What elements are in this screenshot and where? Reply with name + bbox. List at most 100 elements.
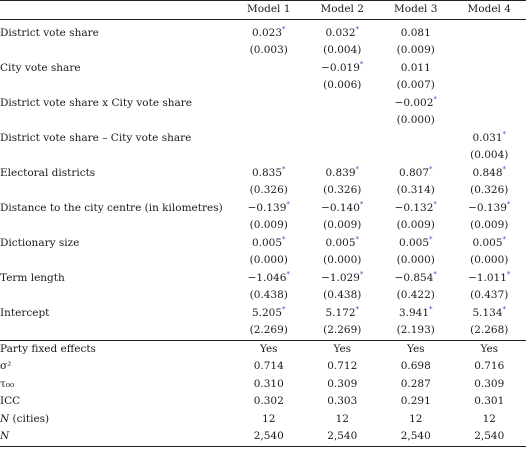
statistic-cell: 2,540 — [232, 428, 306, 447]
coefficient-row: Electoral districts 0.835* 0.839* 0.807* 0.8… — [0, 165, 526, 183]
coefficient-cell: −0.854* — [394, 270, 437, 284]
row-label: Distance to the city centre (in kilometr… — [0, 201, 223, 214]
std-error-cell — [306, 147, 380, 165]
std-error-cell: (0.437) — [470, 289, 509, 301]
statistic-cell: 12 — [409, 412, 423, 425]
std-error-cell: (2.269) — [323, 324, 362, 336]
std-error-cell — [232, 77, 306, 95]
statistic-cell: 0.716 — [474, 360, 505, 372]
coefficient-cell: 5.134* — [472, 305, 507, 319]
coefficient-cell — [232, 130, 306, 148]
std-error-cell: (0.004) — [323, 44, 362, 56]
std-error-cell — [453, 42, 527, 60]
statistic-cell: 2,540 — [305, 428, 379, 447]
std-error-row: (0.438) (0.438) (0.422) (0.437) — [0, 287, 526, 305]
statistic-cell: 2,540 — [452, 428, 526, 447]
std-error-row: (0.003) (0.004) (0.009) — [0, 42, 526, 60]
std-error-cell — [453, 112, 527, 130]
statistic-row: τ₀₀ 0.310 0.309 0.287 0.309 — [0, 376, 526, 394]
empty-label-cell — [0, 112, 232, 130]
header-row: Model 1 Model 2 Model 3 Model 4 — [0, 0, 526, 20]
coefficient-cell: 0.848* — [472, 165, 507, 179]
coefficient-row: Term length −1.046* −1.029* −0.854* −1.011* — [0, 270, 526, 288]
std-error-cell: (0.000) — [396, 254, 435, 266]
std-error-row: (0.009) (0.009) (0.009) (0.009) — [0, 217, 526, 235]
std-error-cell: (0.326) — [323, 184, 362, 196]
std-error-row: (0.006) (0.007) — [0, 77, 526, 95]
coefficient-cell: −1.011* — [468, 270, 511, 284]
statistic-label: Party fixed effects — [0, 339, 232, 358]
statistic-cell: 0.309 — [474, 377, 505, 390]
statistic-label: τ₀₀ — [0, 377, 15, 390]
std-error-cell: (0.326) — [470, 184, 509, 196]
std-error-cell: (0.006) — [323, 79, 362, 91]
statistic-label: N (cities) — [0, 412, 50, 425]
std-error-cell: (0.000) — [249, 254, 288, 266]
statistic-cell: Yes — [305, 339, 379, 358]
std-error-cell — [232, 147, 306, 165]
statistic-cell: 0.287 — [400, 377, 431, 390]
coefficient-row: Distance to the city centre (in kilometr… — [0, 200, 526, 218]
empty-label-cell — [0, 147, 232, 165]
coefficient-cell: 0.839* — [325, 165, 360, 179]
std-error-cell: (0.004) — [470, 149, 509, 161]
coefficient-cell: 0.032* — [325, 25, 360, 39]
coefficient-cell: −0.139* — [468, 200, 511, 214]
coefficient-row: District vote share x City vote share −0.… — [0, 95, 526, 113]
std-error-cell: (0.438) — [249, 289, 288, 301]
coefficient-cell — [232, 60, 306, 78]
statistic-cell: 0.302 — [253, 395, 284, 407]
coefficient-cell — [453, 25, 527, 43]
header-model-4: Model 4 — [452, 0, 526, 20]
coefficient-cell — [306, 95, 380, 113]
row-label: Intercept — [0, 306, 50, 319]
coefficient-cell: 0.023* — [251, 25, 286, 39]
coefficient-row: Intercept 5.205* 5.172* 3.941* 5.134* — [0, 305, 526, 323]
std-error-cell: (0.009) — [396, 44, 435, 56]
std-error-cell: (0.314) — [396, 184, 435, 196]
coefficient-cell — [453, 60, 527, 78]
std-error-cell: (2.269) — [249, 324, 288, 336]
std-error-row: (0.000) — [0, 112, 526, 130]
std-error-row: (2.269) (2.269) (2.193) (2.268) — [0, 322, 526, 340]
std-error-cell: (0.009) — [323, 219, 362, 231]
coefficient-cell: −0.019* — [321, 60, 364, 74]
statistic-label: σ² — [0, 360, 12, 372]
regression-table: Model 1 Model 2 Model 3 Model 4 District… — [0, 0, 526, 447]
std-error-cell: (0.009) — [396, 219, 435, 231]
coefficient-cell: 0.031* — [472, 130, 507, 144]
std-error-row: (0.000) (0.000) (0.000) (0.000) — [0, 252, 526, 270]
statistic-cell: 0.714 — [253, 360, 284, 372]
std-error-row: (0.004) — [0, 147, 526, 165]
coefficient-row: Dictionary size 0.005* 0.005* 0.005* 0.005* — [0, 235, 526, 253]
std-error-cell — [306, 112, 380, 130]
std-error-cell: (0.000) — [470, 254, 509, 266]
row-label: District vote share x City vote share — [0, 96, 193, 109]
coefficient-cell: 3.941* — [398, 305, 433, 319]
coefficient-cell: 0.005* — [398, 235, 433, 249]
statistic-cell: 12 — [482, 412, 496, 425]
statistic-row: N 2,540 2,540 2,540 2,540 — [0, 428, 526, 447]
statistic-row: Party fixed effects Yes Yes Yes Yes — [0, 339, 526, 358]
std-error-cell — [379, 147, 453, 165]
empty-label-cell — [0, 182, 232, 200]
statistic-cell: 0.309 — [327, 377, 358, 390]
coefficient-cell: 0.081 — [400, 26, 431, 39]
std-error-cell: (0.000) — [396, 114, 435, 126]
header-model-1: Model 1 — [232, 0, 306, 20]
coefficient-cell: 5.172* — [325, 305, 360, 319]
row-label: District vote share — [0, 26, 99, 39]
empty-label-cell — [0, 322, 232, 340]
coefficient-row: District vote share – City vote share 0.0… — [0, 130, 526, 148]
statistic-row: ICC 0.302 0.303 0.291 0.301 — [0, 393, 526, 411]
statistic-rows: Party fixed effects Yes Yes Yes Yes σ² 0.714 0.… — [0, 339, 526, 447]
statistic-cell: 12 — [262, 412, 276, 425]
coefficient-row: District vote share 0.023* 0.032* 0.081 — [0, 25, 526, 43]
coefficient-cell: 0.011 — [400, 61, 431, 74]
std-error-cell: (0.438) — [323, 289, 362, 301]
statistic-row: N (cities) 12 12 12 12 — [0, 411, 526, 429]
std-error-cell — [453, 77, 527, 95]
std-error-cell: (0.422) — [396, 289, 435, 301]
std-error-cell — [232, 112, 306, 130]
